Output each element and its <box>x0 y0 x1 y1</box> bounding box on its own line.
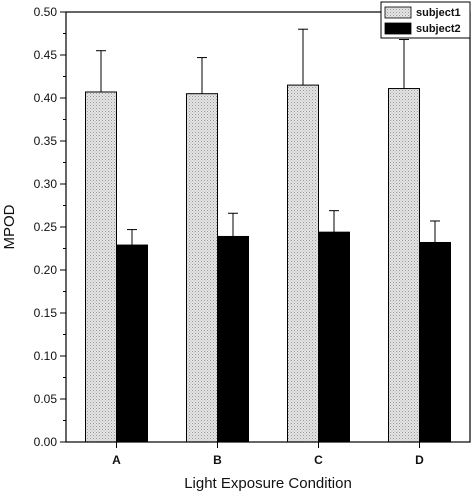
x-tick-label-C: C <box>314 453 323 467</box>
y-tick-label: 0.05 <box>34 392 58 406</box>
legend: subject1 subject2 <box>380 1 471 39</box>
y-tick-label: 0.30 <box>34 177 58 191</box>
y-tick-label: 0.10 <box>34 349 58 363</box>
y-tick-label: 0.35 <box>34 134 58 148</box>
bar-subject2-D <box>419 241 451 443</box>
x-tick-label-B: B <box>213 453 222 467</box>
bar-subject1-D <box>388 88 420 443</box>
y-tick-label: 0.15 <box>34 306 58 320</box>
y-tick-label: 0.25 <box>34 220 58 234</box>
y-tick-label: 0.00 <box>34 435 58 449</box>
x-tick-label-D: D <box>415 453 424 467</box>
legend-label-subject1: subject1 <box>416 7 461 19</box>
y-tick-label: 0.45 <box>34 48 58 62</box>
legend-label-subject2: subject2 <box>416 23 461 35</box>
legend-swatch-subject2 <box>384 22 412 35</box>
x-axis-title: Light Exposure Condition <box>184 475 352 492</box>
bar-subject2-A <box>116 244 148 443</box>
y-tick-label: 0.20 <box>34 263 58 277</box>
legend-swatch-subject1 <box>384 6 412 19</box>
y-tick-label: 0.50 <box>34 5 58 19</box>
bar-subject1-B <box>186 93 218 443</box>
bar-subject2-C <box>318 231 350 443</box>
x-tick-label-A: A <box>112 453 121 467</box>
bar-subject1-A <box>85 91 117 443</box>
y-axis-title: MPOD <box>1 204 18 249</box>
bar-subject1-C <box>287 84 319 443</box>
y-tick-label: 0.40 <box>34 91 58 105</box>
bar-subject2-B <box>217 235 249 443</box>
